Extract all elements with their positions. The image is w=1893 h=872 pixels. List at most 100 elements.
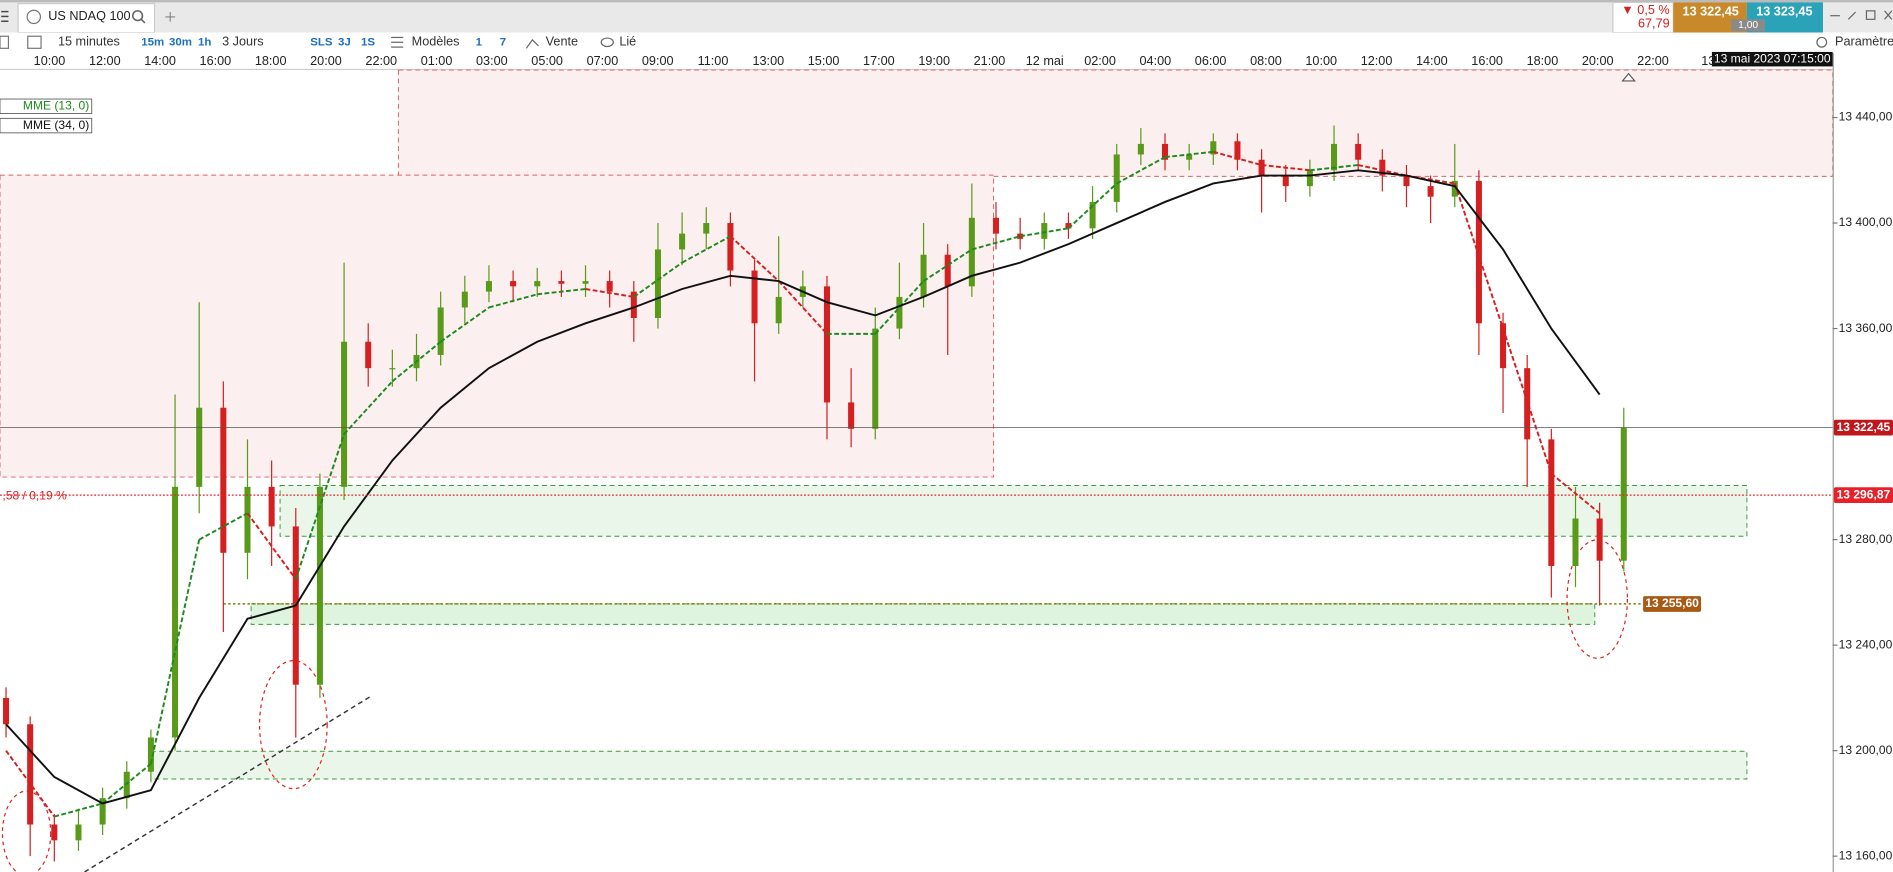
search-icon[interactable] bbox=[132, 10, 146, 24]
time-label: 14:00 bbox=[1416, 54, 1448, 68]
legend-item[interactable] bbox=[0, 98, 93, 114]
time-label: 17:00 bbox=[863, 54, 895, 68]
candle-body bbox=[1210, 141, 1217, 155]
price-tick-label: 13 240,00 bbox=[1839, 637, 1893, 651]
candle-body bbox=[220, 407, 227, 553]
quick-range[interactable]: 1S bbox=[361, 36, 375, 48]
ema13-segment bbox=[440, 306, 490, 343]
quick-option[interactable]: 7 bbox=[500, 36, 506, 48]
candle-body bbox=[1379, 159, 1386, 176]
candle-body bbox=[823, 286, 830, 403]
ema13-segment bbox=[1550, 472, 1601, 514]
time-label: 12 mai bbox=[1026, 54, 1064, 68]
candle-body bbox=[1089, 201, 1096, 229]
bid: 13 322,45 bbox=[1683, 4, 1739, 18]
ema13-segment bbox=[488, 293, 538, 309]
candle-body bbox=[1331, 143, 1338, 171]
candle-body bbox=[1186, 154, 1193, 160]
time-label: 10:00 bbox=[1305, 54, 1337, 68]
candle-body bbox=[606, 281, 613, 292]
candle-body bbox=[630, 291, 637, 319]
quick-range[interactable]: 3J bbox=[338, 36, 351, 48]
legend-item[interactable] bbox=[0, 117, 93, 134]
candle-body bbox=[654, 249, 661, 319]
range[interactable]: 3 Jours bbox=[222, 35, 264, 49]
time-label: 13 bbox=[1701, 54, 1715, 68]
candle-body bbox=[1161, 143, 1169, 160]
scroll-marker[interactable] bbox=[1621, 72, 1636, 82]
candle-body bbox=[1548, 439, 1555, 566]
quick-range[interactable]: SLS bbox=[310, 36, 333, 48]
candle-body bbox=[51, 824, 58, 841]
window-controls[interactable] bbox=[1830, 10, 1893, 20]
templates-icon bbox=[391, 36, 404, 48]
time-label: 10:00 bbox=[34, 54, 66, 68]
settings-icon bbox=[1816, 36, 1828, 48]
quick-interval[interactable]: 30m bbox=[169, 36, 192, 48]
candle-body bbox=[1355, 143, 1362, 160]
candle-body bbox=[437, 307, 444, 355]
candle-body bbox=[1451, 180, 1458, 197]
settings[interactable]: Paramètres bbox=[1835, 35, 1893, 49]
ema13-segment bbox=[585, 288, 634, 298]
candle-body bbox=[1524, 368, 1531, 440]
ema13-segment bbox=[343, 380, 394, 435]
candle-body bbox=[992, 217, 1000, 234]
candle-body bbox=[341, 341, 348, 487]
link-icon bbox=[600, 37, 614, 48]
trend-line bbox=[84, 695, 373, 872]
ema13-segment bbox=[294, 433, 345, 580]
ema13-segment bbox=[777, 280, 828, 335]
time-label: 13:00 bbox=[752, 54, 784, 68]
date-tag-box bbox=[1711, 51, 1833, 67]
layout-icon[interactable] bbox=[27, 35, 42, 49]
time-label: 22:00 bbox=[365, 54, 397, 68]
ema13-segment bbox=[874, 280, 925, 335]
ema13-segment bbox=[923, 248, 973, 282]
tab[interactable] bbox=[17, 3, 156, 34]
candle-body bbox=[1500, 323, 1507, 369]
candle-body bbox=[1234, 141, 1241, 160]
candle-body bbox=[461, 291, 468, 308]
price-tick-label: 13 400,00 bbox=[1839, 215, 1893, 229]
ema13-segment bbox=[1502, 328, 1553, 474]
quick-interval[interactable]: 15m bbox=[141, 36, 164, 48]
level-label: ,58 / 0,19 % bbox=[2, 489, 67, 503]
candle-body bbox=[1475, 180, 1482, 324]
time-label: 14:00 bbox=[144, 54, 176, 68]
interval[interactable]: 15 minutes bbox=[58, 35, 120, 49]
sell[interactable]: Vente bbox=[546, 35, 578, 49]
candle-body bbox=[679, 233, 686, 250]
candle-body bbox=[1258, 159, 1265, 176]
templates[interactable]: Modèles bbox=[412, 35, 460, 49]
ema13-segment bbox=[1309, 164, 1359, 172]
quick-option[interactable]: 1 bbox=[476, 36, 483, 48]
candle-body bbox=[389, 368, 396, 370]
time-label: 01:00 bbox=[421, 54, 453, 68]
quick-interval[interactable]: 1h bbox=[198, 36, 211, 48]
ema13-segment bbox=[391, 341, 442, 383]
candle-body bbox=[244, 486, 251, 553]
time-axis bbox=[0, 53, 1833, 71]
menu-icon[interactable] bbox=[1, 10, 9, 22]
price-tag: 13 296,87 bbox=[1837, 487, 1891, 501]
plot bbox=[0, 125, 1833, 862]
ema13-segment bbox=[198, 512, 248, 541]
change-box bbox=[1612, 1, 1674, 34]
ema13-segment bbox=[681, 235, 731, 264]
price-tick-label: 13 200,00 bbox=[1839, 743, 1893, 757]
time-label: 02:00 bbox=[1084, 54, 1116, 68]
candle-body bbox=[99, 798, 106, 825]
ask: 13 323,45 bbox=[1756, 4, 1812, 18]
time-label: 07:00 bbox=[587, 54, 619, 68]
candle-body bbox=[1306, 170, 1313, 187]
linked[interactable]: Lié bbox=[619, 35, 636, 49]
price-tag-box bbox=[1833, 419, 1893, 436]
support-zone bbox=[279, 485, 1748, 537]
candle-body bbox=[27, 724, 34, 825]
add-tab[interactable] bbox=[165, 12, 176, 22]
candle-body bbox=[1427, 186, 1434, 197]
candle-body bbox=[268, 486, 275, 527]
support-zone bbox=[250, 603, 1596, 625]
